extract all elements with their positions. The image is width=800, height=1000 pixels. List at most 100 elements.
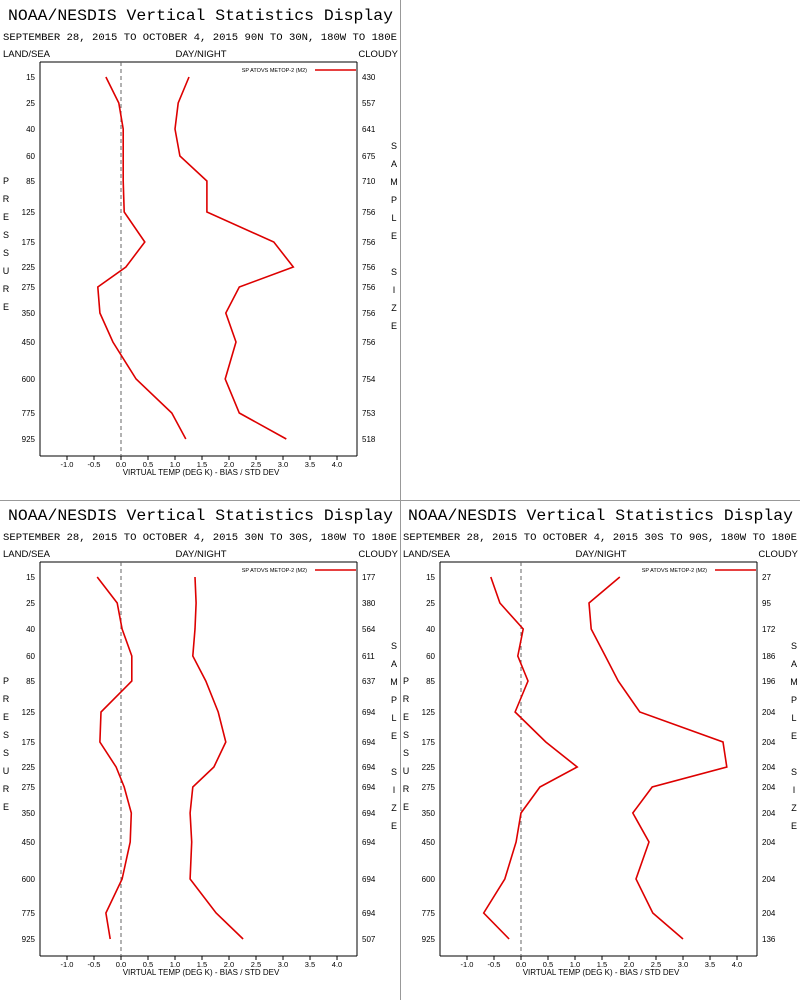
- x-tick-label: -1.0: [61, 460, 74, 469]
- sample-size: 756: [362, 283, 376, 292]
- y-tick-label: 275: [22, 283, 36, 292]
- x-tick-label: 2.0: [224, 460, 234, 469]
- day-night-label: DAY/NIGHT: [175, 549, 226, 560]
- day-night-label: DAY/NIGHT: [575, 549, 626, 560]
- y-axis-label: PRESSURE: [1, 676, 11, 820]
- sample-size: 756: [362, 309, 376, 318]
- legend-label: SP ATOVS METOP-2 (M2): [642, 568, 707, 574]
- sample-size: 756: [362, 338, 376, 347]
- y-tick-label: 275: [22, 783, 36, 792]
- x-tick-label: 0.5: [143, 460, 153, 469]
- sample-size: 637: [362, 677, 376, 686]
- x-tick-label: -0.5: [88, 960, 101, 969]
- y-tick-label: 15: [426, 573, 435, 582]
- y-tick-label: 450: [22, 338, 36, 347]
- y-tick-label: 925: [422, 935, 436, 944]
- day-night-label: DAY/NIGHT: [175, 49, 226, 60]
- x-tick-label: 0.5: [143, 960, 153, 969]
- y-tick-label: 85: [426, 677, 435, 686]
- y-tick-label: 600: [422, 875, 436, 884]
- sample-size: 186: [762, 652, 776, 661]
- y-tick-label: 25: [426, 599, 435, 608]
- sample-size: 380: [362, 599, 376, 608]
- sample-size: 196: [762, 677, 776, 686]
- land-sea-label: LAND/SEA: [3, 49, 51, 60]
- x-tick-label: 1.5: [197, 460, 207, 469]
- y-tick-label: 225: [422, 763, 436, 772]
- y-tick-label: 60: [26, 652, 35, 661]
- cloudy-label: CLOUDY: [358, 549, 398, 560]
- bias-line: [96, 576, 133, 940]
- sample-size: 754: [362, 375, 376, 384]
- y2-axis-label: SAMPLE SIZE: [389, 641, 399, 839]
- x-tick-label: 4.0: [732, 960, 742, 969]
- land-sea-label: LAND/SEA: [3, 549, 51, 560]
- sample-size: 204: [762, 738, 776, 747]
- sample-size: 756: [362, 208, 376, 217]
- sample-size: 756: [362, 263, 376, 272]
- y-tick-label: 450: [22, 838, 36, 847]
- std-dev-line: [174, 76, 295, 440]
- sample-size: 641: [362, 125, 376, 134]
- x-tick-label: 3.0: [278, 460, 288, 469]
- y-tick-label: 450: [422, 838, 436, 847]
- bias-line: [96, 76, 187, 440]
- y-tick-label: 15: [26, 573, 35, 582]
- x-tick-label: 3.0: [278, 960, 288, 969]
- y-tick-label: 225: [22, 763, 36, 772]
- sample-size: 95: [762, 599, 771, 608]
- sample-size: 753: [362, 409, 376, 418]
- x-tick-label: 3.5: [305, 460, 315, 469]
- x-tick-label: 1.0: [170, 460, 180, 469]
- y-tick-label: 125: [22, 208, 36, 217]
- y-tick-label: 40: [26, 125, 35, 134]
- x-axis-label: VIRTUAL TEMP (DEG K) - BIAS / STD DEV: [123, 968, 280, 977]
- y-tick-label: 125: [422, 708, 436, 717]
- y-tick-label: 15: [26, 73, 35, 82]
- y-tick-label: 25: [26, 99, 35, 108]
- std-dev-line: [588, 576, 728, 940]
- x-tick-label: -0.5: [88, 460, 101, 469]
- sample-size: 694: [362, 783, 376, 792]
- x-tick-label: 1.5: [597, 960, 607, 969]
- sample-size: 136: [762, 935, 776, 944]
- x-tick-label: -0.5: [488, 960, 501, 969]
- subtitle: SEPTEMBER 28, 2015 TO OCTOBER 4, 2015 90…: [3, 33, 397, 44]
- subtitle: SEPTEMBER 28, 2015 TO OCTOBER 4, 2015 30…: [3, 533, 397, 544]
- sample-size: 694: [362, 875, 376, 884]
- y-tick-label: 125: [22, 708, 36, 717]
- sample-size: 756: [362, 238, 376, 247]
- x-tick-label: 4.0: [332, 460, 342, 469]
- x-tick-label: 2.0: [224, 960, 234, 969]
- sample-size: 507: [362, 935, 376, 944]
- sample-size: 27: [762, 573, 771, 582]
- sample-size: 518: [362, 435, 376, 444]
- x-tick-label: 2.5: [651, 960, 661, 969]
- y-tick-label: 600: [22, 875, 36, 884]
- y-tick-label: 85: [26, 677, 35, 686]
- y-tick-label: 600: [22, 375, 36, 384]
- land-sea-label: LAND/SEA: [403, 549, 451, 560]
- sample-size: 204: [762, 708, 776, 717]
- bias-line: [482, 576, 579, 940]
- chart-title: NOAA/NESDIS Vertical Statistics Display: [408, 507, 793, 525]
- sample-size: 177: [362, 573, 376, 582]
- sample-size: 564: [362, 625, 376, 634]
- sample-size: 694: [362, 838, 376, 847]
- sample-size: 694: [362, 909, 376, 918]
- x-tick-label: 3.5: [305, 960, 315, 969]
- sample-size: 204: [762, 875, 776, 884]
- y-tick-label: 925: [22, 935, 36, 944]
- y-axis-label: PRESSURE: [401, 676, 411, 820]
- x-tick-label: 4.0: [332, 960, 342, 969]
- subtitle: SEPTEMBER 28, 2015 TO OCTOBER 4, 2015 30…: [403, 533, 797, 544]
- x-tick-label: 0.0: [516, 960, 526, 969]
- y-tick-label: 175: [422, 738, 436, 747]
- y-tick-label: 350: [422, 809, 436, 818]
- y-tick-label: 350: [22, 809, 36, 818]
- sample-size: 204: [762, 809, 776, 818]
- chart-title: NOAA/NESDIS Vertical Statistics Display: [8, 507, 393, 525]
- sample-size: 694: [362, 708, 376, 717]
- y-tick-label: 85: [26, 177, 35, 186]
